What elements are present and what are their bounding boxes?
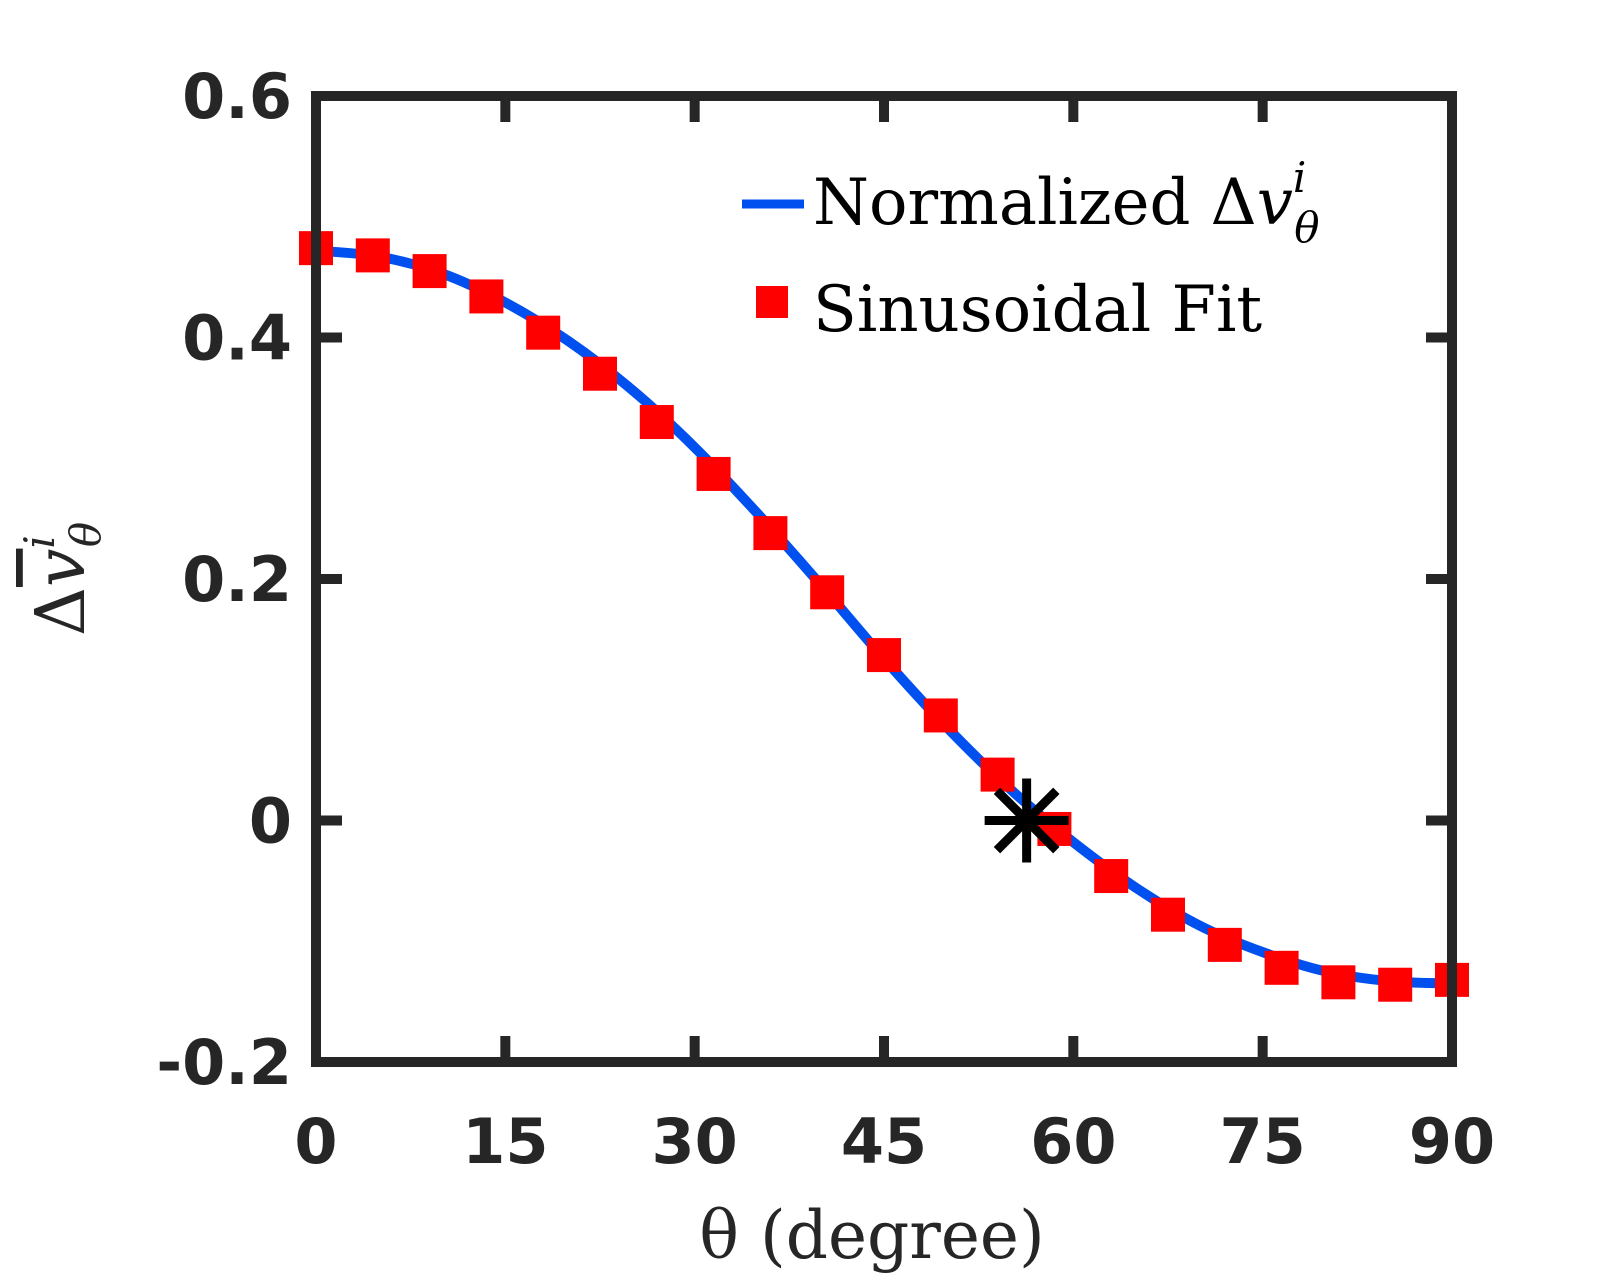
y-tick-label: 0 [249,785,292,858]
fit-marker [753,516,788,551]
y-axis-label-sub: θ [61,522,110,547]
x-tick-labels: 0 15 30 45 60 75 90 [294,1105,1495,1178]
x-axis-label-text: θ (degree) [699,1197,1044,1274]
plot-area [299,231,1469,1002]
legend-math-sup: i [1293,153,1306,202]
fit-marker [1207,927,1242,962]
fit-marker [980,757,1015,792]
x-tick-label: 0 [294,1105,337,1178]
x-tick-label: 45 [841,1105,927,1178]
fit-marker [1321,965,1356,1000]
legend-math-var: v [1257,166,1293,240]
fit-marker [412,254,447,289]
x-tick-label: 60 [1030,1105,1116,1178]
fit-marker [355,238,390,273]
y-tick-label: 0.4 [182,302,292,375]
legend: Normalized Δvi θ Sinusoidal Fit [742,153,1320,347]
y-tick-label: 0.2 [182,543,292,616]
x-tick-label: 15 [462,1105,548,1178]
x-tick-label: 30 [652,1105,738,1178]
legend-math-delta: Δ [1210,166,1256,240]
x-tick-label: 90 [1409,1105,1495,1178]
fit-marker [583,356,617,391]
svg-text:Δviθ: Δviθ [15,522,110,636]
y-axis-label: Δviθ [15,522,110,636]
axes-box [311,91,1457,1067]
y-tick-label: -0.2 [156,1026,292,1099]
svg-text:Sinusoidal Fit: Sinusoidal Fit [813,273,1262,347]
fit-marker [810,575,845,610]
asterisk-stroke [993,787,1060,854]
y-axis-ticks [316,91,1452,1067]
legend-square-swatch [756,286,788,318]
fit-marker [1378,967,1413,1002]
legend-label-normalized: Normalized [813,166,1190,240]
y-axis-label-sup: i [15,535,64,548]
fit-marker [1264,950,1299,985]
fit-marker [639,405,674,440]
legend-math-sub: θ [1294,203,1319,252]
legend-label-fit: Sinusoidal Fit [813,273,1262,347]
fit-marker [469,279,504,314]
x-tick-label: 75 [1220,1105,1306,1178]
x-axis-label: θ (degree) [699,1197,1044,1274]
y-tick-labels: -0.2 0 0.2 0.4 0.6 [156,60,292,1099]
fit-marker [1151,897,1185,932]
series-normalized-line [315,245,1453,989]
fit-marker [923,698,958,733]
x-axis-ticks [311,96,1457,1062]
asterisk-marker [984,778,1069,863]
y-tick-label: 0.6 [182,60,292,133]
fit-marker [696,456,731,491]
y-axis-label-delta: Δ [22,587,101,636]
fit-marker [526,315,561,350]
fit-marker [1094,859,1129,894]
fit-marker [867,638,901,673]
y-axis-label-var: v [22,549,101,587]
